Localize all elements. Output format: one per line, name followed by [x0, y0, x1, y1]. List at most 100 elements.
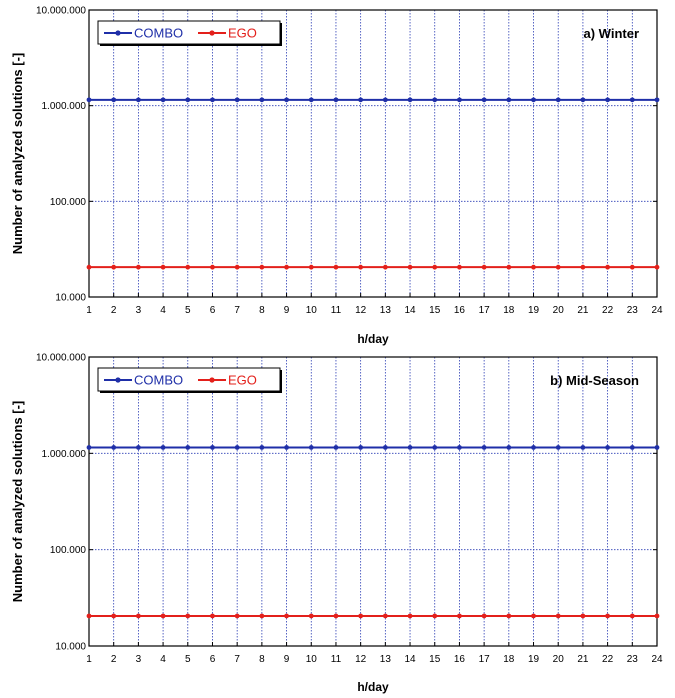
x-tick-label: 3	[136, 305, 142, 316]
panel-title: a) Winter	[584, 26, 640, 41]
legend-marker	[209, 30, 215, 36]
legend-marker	[209, 377, 215, 383]
data-point	[160, 445, 166, 450]
data-point	[629, 264, 635, 270]
x-tick-label: 13	[380, 654, 392, 665]
x-tick-label: 11	[331, 654, 342, 665]
y-tick-label: 10.000	[55, 293, 86, 304]
legend-box	[97, 20, 281, 45]
y-tick-label: 10.000.000	[36, 353, 86, 364]
data-point	[432, 97, 438, 103]
x-tick-label: 17	[479, 654, 491, 665]
x-tick-label: 3	[136, 654, 142, 665]
x-tick-label: 13	[380, 305, 392, 316]
data-point	[481, 613, 487, 619]
plot-area	[89, 357, 657, 646]
data-point	[210, 445, 215, 450]
x-tick-label: 14	[404, 654, 416, 665]
data-point	[555, 613, 561, 619]
series-combo	[86, 445, 660, 450]
data-point	[580, 445, 586, 450]
data-point	[135, 97, 141, 103]
data-point	[407, 264, 413, 270]
y-tick-label: 1.000.000	[42, 101, 87, 112]
data-point	[210, 613, 215, 619]
x-tick-label: 10	[306, 305, 318, 316]
data-point	[308, 445, 314, 450]
data-point	[531, 97, 536, 103]
x-tick-label: 21	[577, 654, 589, 665]
data-point	[605, 613, 611, 619]
plot-frame	[88, 356, 658, 647]
data-point	[555, 97, 561, 103]
data-point	[259, 445, 265, 450]
data-point	[506, 264, 512, 270]
y-tick-label: 10.000.000	[36, 6, 86, 17]
data-point	[210, 97, 215, 103]
data-point	[382, 264, 388, 270]
data-point	[86, 445, 92, 450]
data-point	[86, 97, 92, 103]
data-point	[605, 264, 611, 270]
data-point	[382, 445, 388, 450]
legend-marker	[115, 30, 121, 36]
data-point	[432, 613, 438, 619]
x-tick-label: 20	[553, 654, 565, 665]
x-tick-label: 22	[602, 654, 614, 665]
y-tick-label: 100.000	[50, 545, 87, 556]
x-tick-label: 12	[355, 654, 367, 665]
x-tick-label: 19	[528, 305, 540, 316]
x-tick-label: 16	[454, 654, 466, 665]
data-point	[555, 445, 561, 450]
data-point	[185, 613, 191, 619]
legend-label: COMBO	[134, 26, 183, 41]
data-point	[432, 445, 438, 450]
y-axis-label: Number of analyzed solutions [-]	[10, 401, 25, 603]
data-point	[629, 613, 635, 619]
data-point	[259, 97, 265, 103]
y-tick-label: 100.000	[50, 197, 87, 208]
data-point	[86, 613, 92, 619]
data-point	[308, 97, 314, 103]
data-point	[407, 445, 413, 450]
x-tick-label: 4	[160, 305, 166, 316]
x-tick-label: 15	[429, 305, 441, 316]
data-point	[580, 264, 586, 270]
data-point	[555, 264, 561, 270]
plot-frame	[88, 9, 658, 298]
x-tick-label: 8	[259, 305, 265, 316]
data-point	[580, 613, 586, 619]
data-point	[481, 445, 487, 450]
data-point	[605, 445, 611, 450]
data-point	[135, 613, 141, 619]
data-point	[284, 613, 289, 619]
x-tick-label: 21	[577, 305, 589, 316]
legend-label: EGO	[228, 373, 257, 388]
data-point	[185, 264, 191, 270]
data-point	[234, 264, 240, 270]
data-point	[358, 613, 364, 619]
legend-box	[97, 367, 281, 392]
data-point	[382, 613, 388, 619]
data-point	[358, 445, 364, 450]
data-point	[654, 613, 660, 619]
x-tick-label: 16	[454, 305, 466, 316]
x-tick-label: 6	[210, 654, 216, 665]
data-point	[531, 445, 536, 450]
data-point	[629, 445, 635, 450]
data-point	[234, 445, 240, 450]
data-point	[160, 613, 166, 619]
legend-label: EGO	[228, 26, 257, 41]
data-point	[284, 445, 289, 450]
x-tick-label: 17	[479, 305, 491, 316]
y-axis-label: Number of analyzed solutions [-]	[10, 53, 25, 255]
x-tick-label: 8	[259, 654, 265, 665]
panel-title: b) Mid-Season	[550, 373, 639, 388]
data-point	[135, 264, 141, 270]
data-point	[234, 97, 240, 103]
x-tick-label: 22	[602, 305, 614, 316]
legend-label: COMBO	[134, 373, 183, 388]
data-point	[407, 97, 413, 103]
